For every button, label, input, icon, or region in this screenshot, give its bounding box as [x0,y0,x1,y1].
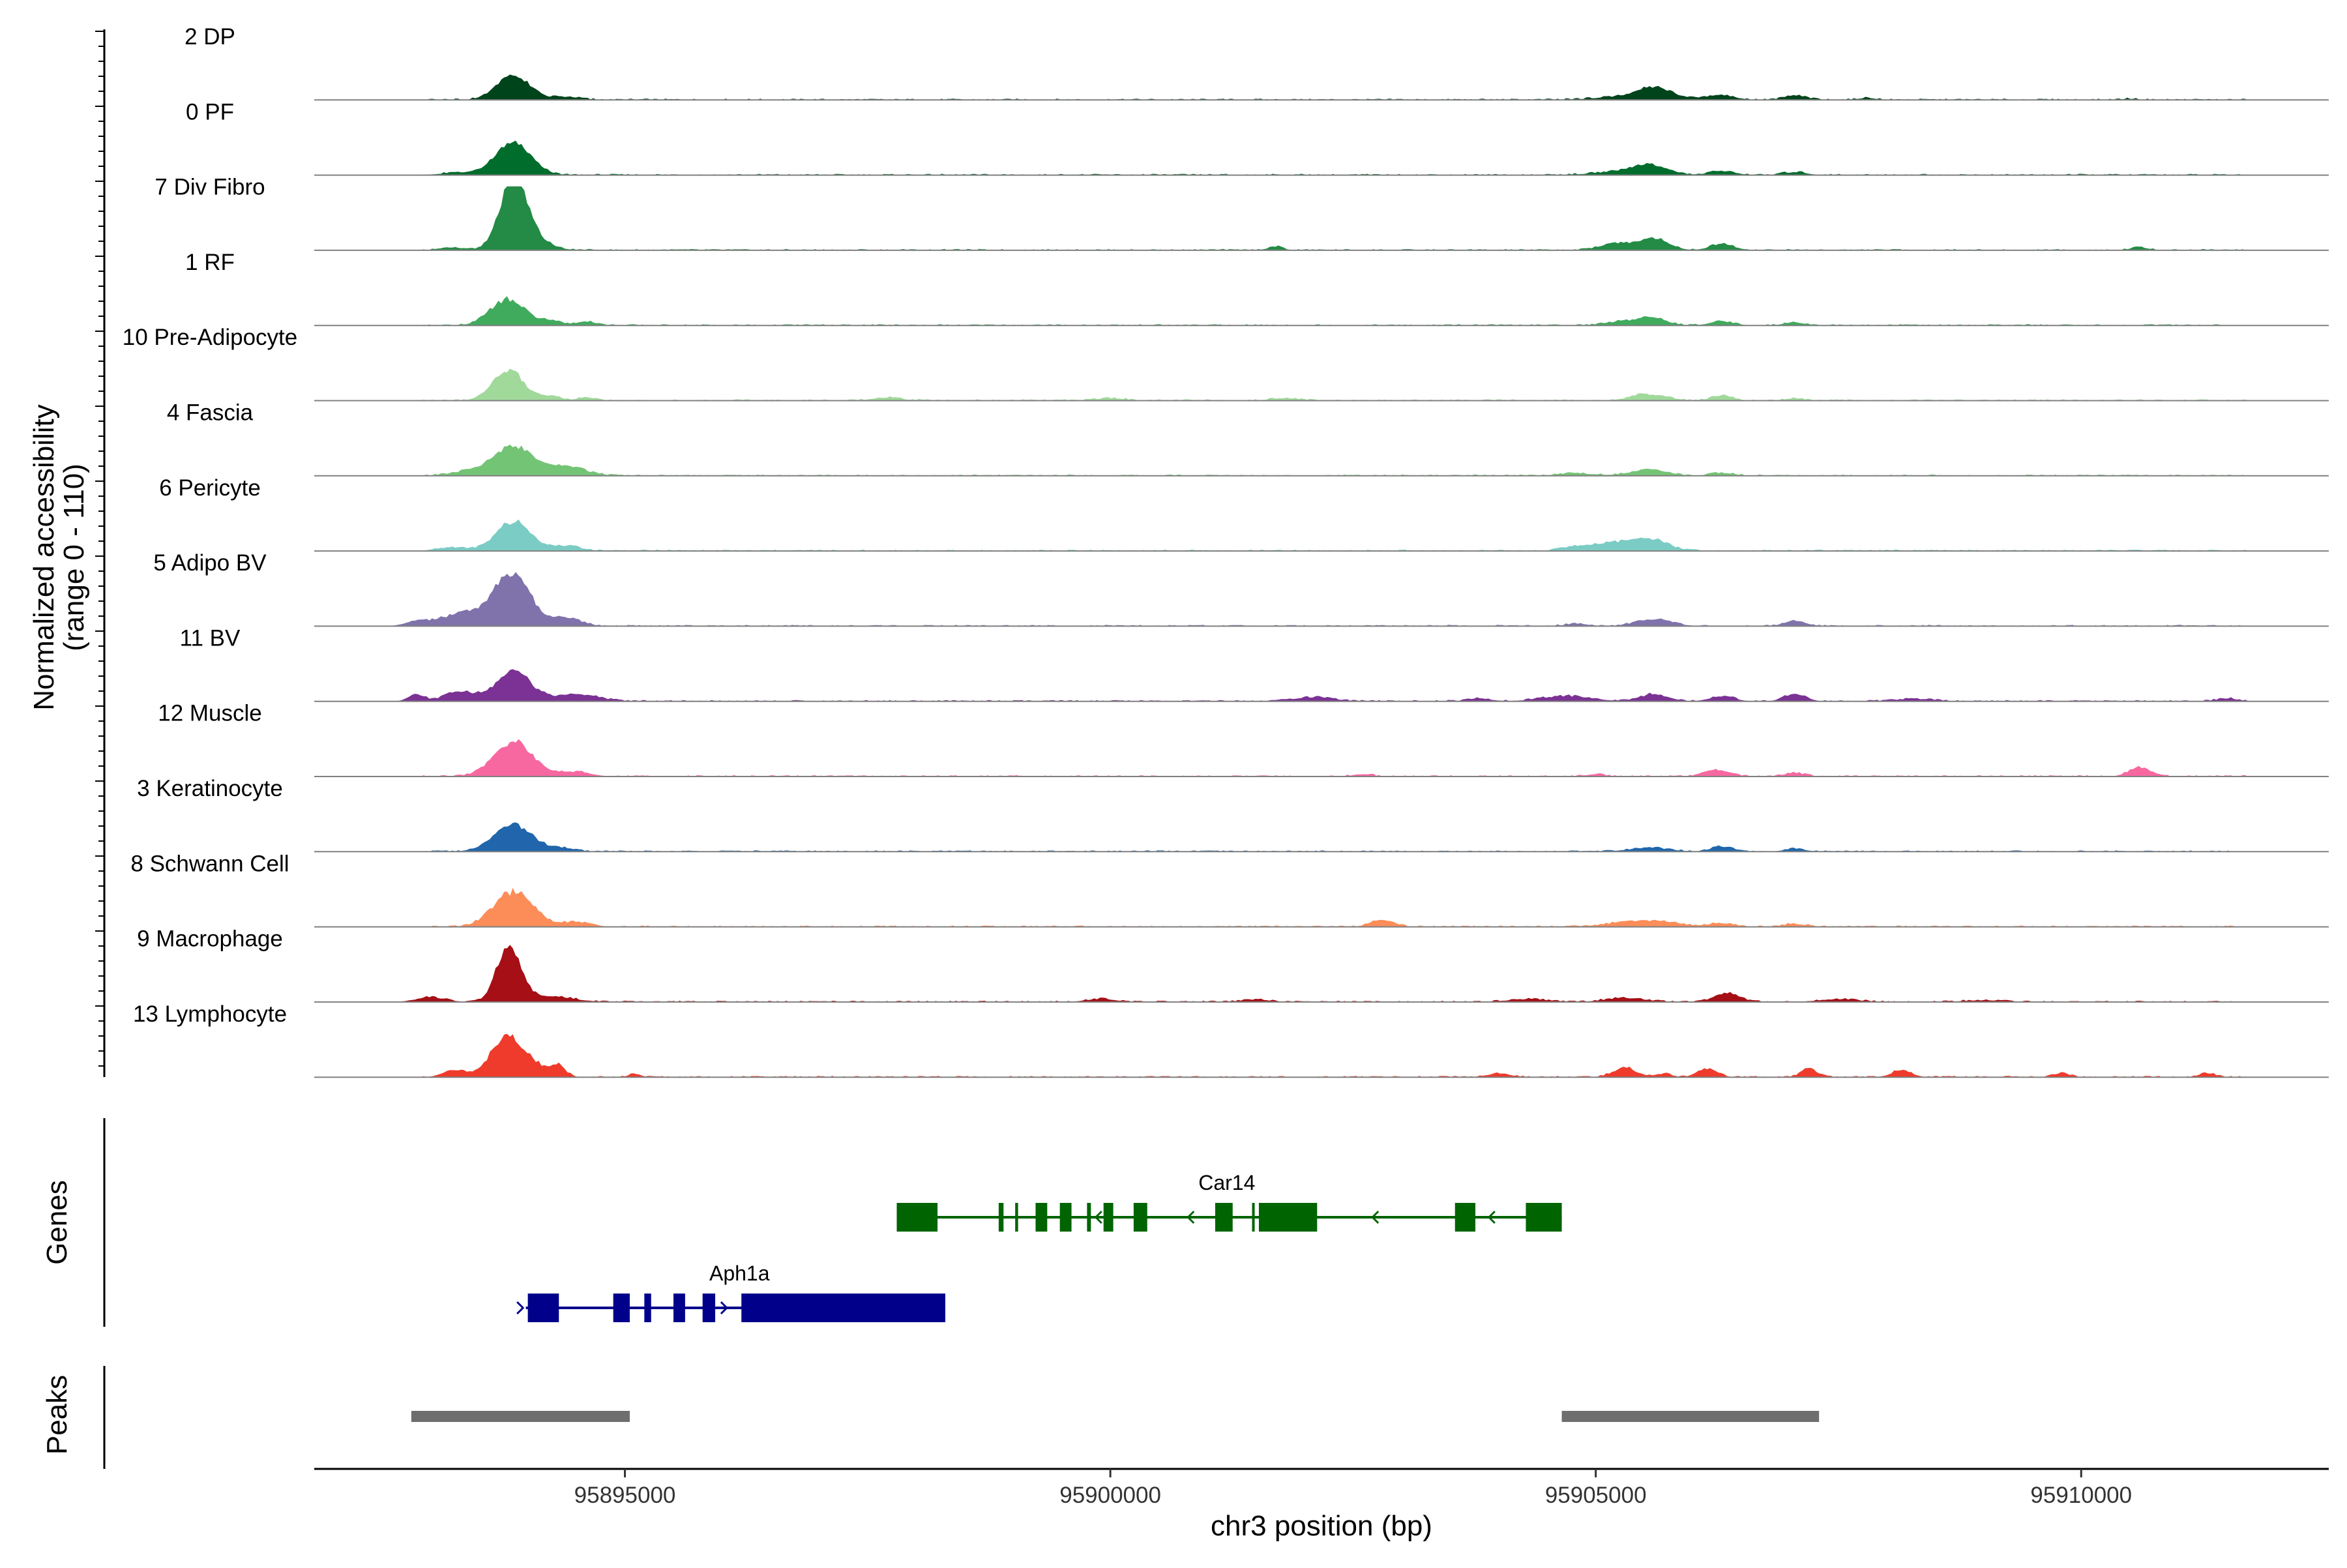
track-label: 1 RF [185,250,235,275]
gene-exon [1015,1203,1018,1232]
gene-exon [613,1294,630,1322]
gene-exon [741,1294,945,1322]
track-label: 7 Div Fibro [155,175,265,200]
y-axis-title-line2: (range 0 - 110) [58,464,90,651]
gene-exon [1133,1203,1147,1232]
gene-exon [527,1294,559,1322]
track-1-rf: 1 RF [185,250,2329,327]
track-label: 12 Muscle [158,701,262,726]
genes-panel-label: Genes [41,1180,73,1265]
track-0-pf: 0 PF [186,99,2329,176]
strand-arrow [720,1301,729,1315]
track-3-keratinocyte: 3 Keratinocyte [137,776,2329,853]
gene-label: Aph1a [709,1262,770,1285]
track-label: 10 Pre-Adipocyte [123,325,297,350]
gene-exon [702,1294,716,1322]
track-label: 3 Keratinocyte [137,776,283,801]
track-label: 6 Pericyte [159,475,261,501]
coverage-y-axis-ticks [95,31,104,1067]
track-13-lymphocyte: 13 Lymphocyte [133,1001,2329,1078]
coverage-area [314,822,2329,852]
coverage-tracks: 2 DP 0 PF 7 Div Fibro 1 RF 10 Pre-Adipocyte 4… [123,24,2329,1078]
peaks-panel-label: Peaks [41,1375,73,1455]
gene-aph1a: Aph1a [516,1262,945,1322]
strand-arrow [1371,1210,1380,1224]
track-4-fascia: 4 Fascia [167,400,2329,477]
track-label: 2 DP [185,24,235,50]
peak-region [1561,1411,1820,1422]
track-label: 4 Fascia [167,400,254,426]
y-axis-title-line1: Normalized accessibility [28,404,60,710]
gene-exon [1059,1203,1072,1232]
coverage-area [314,444,2329,476]
strand-arrow [1094,1210,1102,1224]
gene-exon [673,1294,685,1322]
coverage-area [314,140,2329,175]
gene-exon [1258,1203,1318,1232]
coverage-area [314,572,2329,627]
gene-label: Car14 [1198,1171,1255,1194]
track-label: 11 BV [180,625,241,651]
gene-exon [1035,1203,1048,1232]
x-tick-label: 95910000 [2030,1483,2132,1508]
coverage-area [314,368,2329,401]
gene-exon [1454,1203,1476,1232]
track-12-muscle: 12 Muscle [158,701,2329,777]
track-2-dp: 2 DP [185,24,2329,101]
track-label: 0 PF [186,99,234,125]
x-axis-ticks: 95895000 95900000 95905000 95910000 [574,1469,2132,1508]
track-5-adipo-bv: 5 Adipo BV [153,550,2329,627]
coverage-area [314,887,2329,927]
x-tick-label: 95900000 [1059,1483,1161,1508]
coverage-area [314,1033,2329,1078]
gene-annotation-track: Car14 Aph1a [516,1171,1562,1322]
strand-arrow [1187,1210,1195,1224]
strand-arrow [1487,1210,1496,1224]
track-6-pericyte: 6 Pericyte [159,475,2329,552]
gene-car14: Car14 [896,1171,1562,1232]
coverage-area [314,669,2329,702]
peak-region [411,1411,630,1422]
gene-exon [1087,1203,1091,1232]
peak-track [411,1411,1820,1422]
track-label: 8 Schwann Cell [130,851,289,876]
coverage-area [314,186,2329,250]
gene-exon [1215,1203,1233,1232]
track-7-div-fibro: 7 Div Fibro [155,175,2329,251]
track-label: 13 Lymphocyte [133,1001,287,1027]
track-8-schwann-cell: 8 Schwann Cell [130,851,2329,928]
gene-exon [998,1203,1004,1232]
track-10-pre-adipocyte: 10 Pre-Adipocyte [123,325,2329,402]
coverage-area [314,296,2329,326]
coverage-area [314,519,2329,552]
gene-exon [1103,1203,1114,1232]
x-axis-title: chr3 position (bp) [1211,1510,1432,1542]
gene-exon [896,1203,938,1232]
x-tick-label: 95905000 [1545,1483,1647,1508]
gene-exon [644,1294,651,1322]
coverage-area [314,74,2329,100]
coverage-area [314,945,2329,1002]
gene-exon [1526,1203,1562,1232]
track-9-macrophage: 9 Macrophage [137,926,2329,1003]
gene-exon [1252,1203,1255,1232]
x-tick-label: 95895000 [574,1483,676,1508]
coverage-area [314,739,2329,777]
track-11-bv: 11 BV [180,625,2329,702]
track-label: 5 Adipo BV [153,550,267,576]
strand-arrow [516,1301,525,1315]
track-label: 9 Macrophage [137,926,283,952]
